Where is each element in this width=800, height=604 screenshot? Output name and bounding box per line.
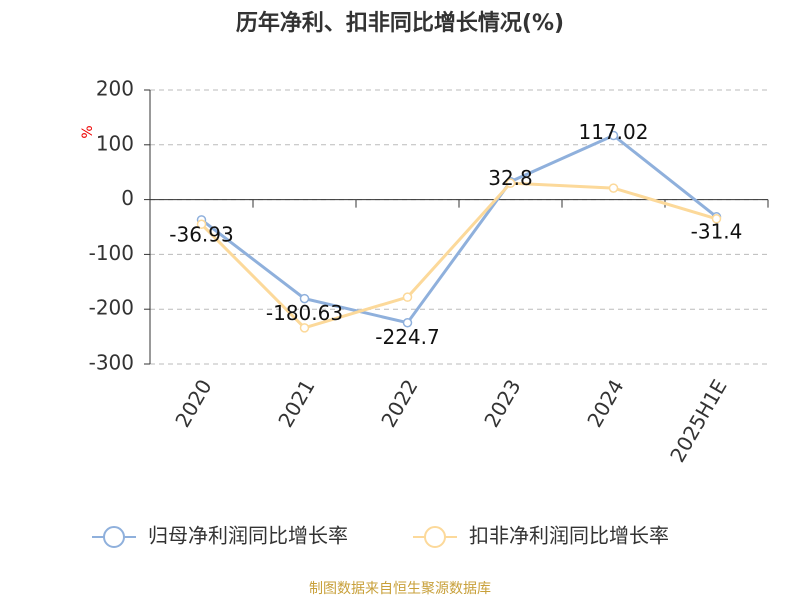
series-line	[200, 181, 717, 330]
data-point	[299, 293, 310, 304]
x-tick-label: 2021	[273, 375, 319, 431]
data-point	[608, 183, 619, 193]
y-tick-label: 200	[96, 77, 134, 101]
y-tick-label: 100	[96, 131, 134, 155]
data-point	[608, 130, 619, 141]
y-axis-label: %	[80, 125, 96, 138]
data-label: -180.63	[266, 301, 343, 325]
data-label: 117.02	[579, 120, 649, 144]
data-point	[505, 178, 516, 188]
source-note: 制图数据来自恒生聚源数据库	[309, 581, 491, 597]
series-line	[200, 133, 718, 325]
y-tick-label: -300	[89, 351, 134, 375]
legend-marker	[103, 526, 125, 548]
legend-label: 扣非净利润同比增长率	[469, 524, 669, 548]
x-tick-label: 2020	[170, 375, 216, 431]
data-label: -224.7	[375, 325, 439, 349]
data-point	[299, 323, 310, 333]
y-tick-label: -200	[89, 296, 134, 320]
x-tick-label: 2022	[376, 375, 422, 431]
x-tick-label: 2023	[479, 375, 525, 431]
legend-marker	[424, 526, 446, 548]
data-point	[196, 219, 207, 230]
data-label: 32.8	[488, 166, 533, 190]
data-label: -31.4	[691, 219, 743, 243]
chart-title: 历年净利、扣非同比增长情况(%)	[236, 10, 564, 36]
y-tick-label: 0	[121, 186, 134, 210]
x-tick-label: 2024	[582, 375, 628, 431]
data-point	[711, 214, 722, 224]
legend-label: 归母净利润同比增长率	[148, 524, 348, 548]
data-point	[402, 292, 413, 302]
x-tick-label: 2025H1E	[665, 375, 731, 466]
data-point	[402, 317, 413, 328]
y-tick-label: -100	[89, 241, 134, 265]
data-label: -36.93	[169, 222, 233, 246]
